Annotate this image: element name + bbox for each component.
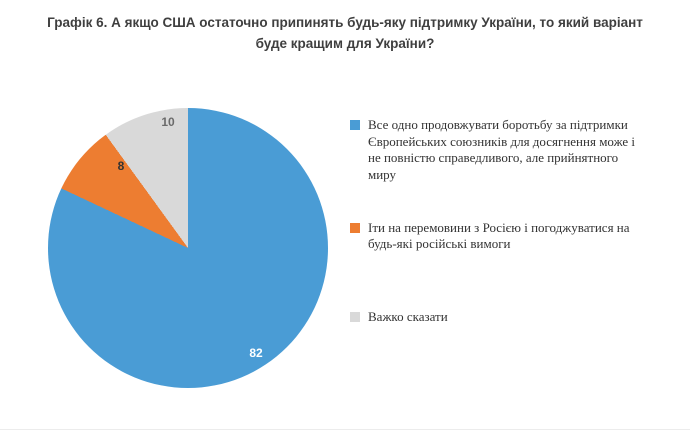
legend-label-continue-fight: Все одно продовжувати боротьбу за підтри… — [368, 117, 636, 182]
legend-swatch-gray — [350, 311, 360, 322]
legend-item-continue-fight: Все одно продовжувати боротьбу за підтри… — [350, 117, 640, 184]
legend-item-negotiate-russia: Іти на перемовини з Росією і погоджувати… — [350, 220, 640, 253]
legend-label-hard-to-say: Важко сказати — [368, 308, 448, 324]
pie — [48, 108, 328, 388]
legend-label-negotiate-russia: Іти на перемовини з Росією і погоджувати… — [368, 219, 630, 252]
pie-chart: 82 8 10 — [48, 108, 328, 388]
legend-swatch-blue — [350, 120, 360, 130]
legend-swatch-orange — [350, 222, 360, 233]
pie-value-label-orange: 8 — [117, 159, 125, 173]
pie-value-label-blue: 82 — [249, 346, 263, 360]
legend: Все одно продовжувати боротьбу за підтри… — [350, 117, 640, 325]
legend-item-hard-to-say: Важко сказати — [350, 309, 640, 326]
pie-value-label-gray: 10 — [161, 115, 175, 129]
chart-title: Графік 6. А якщо США остаточно припинять… — [47, 15, 643, 51]
